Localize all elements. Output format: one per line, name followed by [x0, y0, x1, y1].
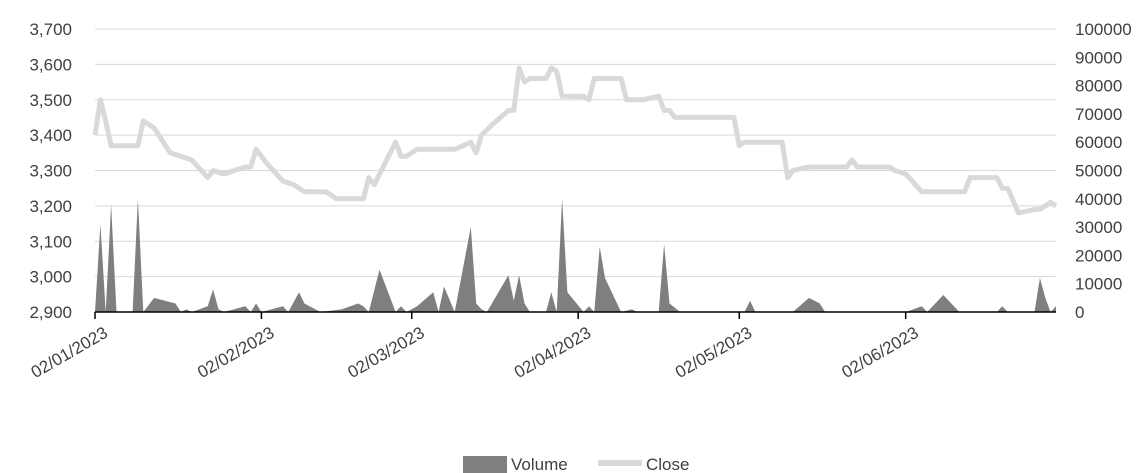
legend-volume-swatch — [463, 456, 507, 473]
right-tick-label: 0 — [1075, 303, 1084, 322]
legend: Volume Close — [463, 455, 689, 473]
left-tick-label: 3,300 — [29, 162, 72, 181]
left-tick-label: 3,000 — [29, 268, 72, 287]
right-tick-label: 40000 — [1075, 190, 1122, 209]
right-tick-label: 60000 — [1075, 133, 1122, 152]
gridlines — [95, 28, 1056, 278]
x-tick-label: 02/06/2023 — [838, 323, 921, 382]
right-tick-label: 70000 — [1075, 105, 1122, 124]
volume-area — [95, 198, 1056, 312]
left-tick-label: 3,500 — [29, 91, 72, 110]
left-tick-label: 2,900 — [29, 303, 72, 322]
x-tick-label: 02/05/2023 — [672, 323, 755, 382]
right-tick-label: 10000 — [1075, 275, 1122, 294]
x-tick-label: 02/02/2023 — [194, 323, 277, 382]
right-axis-ticks: 0 10000 20000 30000 40000 50000 60000 70000 8000… — [1075, 20, 1132, 322]
x-tick-label: 02/04/2023 — [511, 323, 594, 382]
left-tick-label: 3,100 — [29, 232, 72, 251]
left-tick-label: 3,400 — [29, 126, 72, 145]
right-tick-label: 100000 — [1075, 20, 1132, 39]
right-tick-label: 90000 — [1075, 48, 1122, 67]
close-line — [92, 65, 1058, 216]
x-tick-label: 02/01/2023 — [28, 323, 111, 382]
left-tick-label: 3,600 — [29, 55, 72, 74]
legend-close-label: Close — [646, 455, 689, 473]
left-axis-ticks: 2,900 3,000 3,100 3,200 3,300 3,400 3,500 3,600… — [29, 20, 72, 322]
right-tick-label: 30000 — [1075, 218, 1122, 237]
right-tick-label: 80000 — [1075, 77, 1122, 96]
right-tick-label: 20000 — [1075, 246, 1122, 265]
legend-volume-label: Volume — [511, 455, 568, 473]
right-tick-label: 50000 — [1075, 162, 1122, 181]
left-tick-label: 3,200 — [29, 197, 72, 216]
volume-area-layer — [95, 198, 1056, 312]
left-tick-label: 3,700 — [29, 20, 72, 39]
x-tick-label: 02/03/2023 — [345, 323, 428, 382]
close-line-layer — [92, 65, 1058, 216]
x-axis-ticks: 02/01/2023 02/02/2023 02/03/2023 02/04/2023… — [28, 312, 922, 382]
